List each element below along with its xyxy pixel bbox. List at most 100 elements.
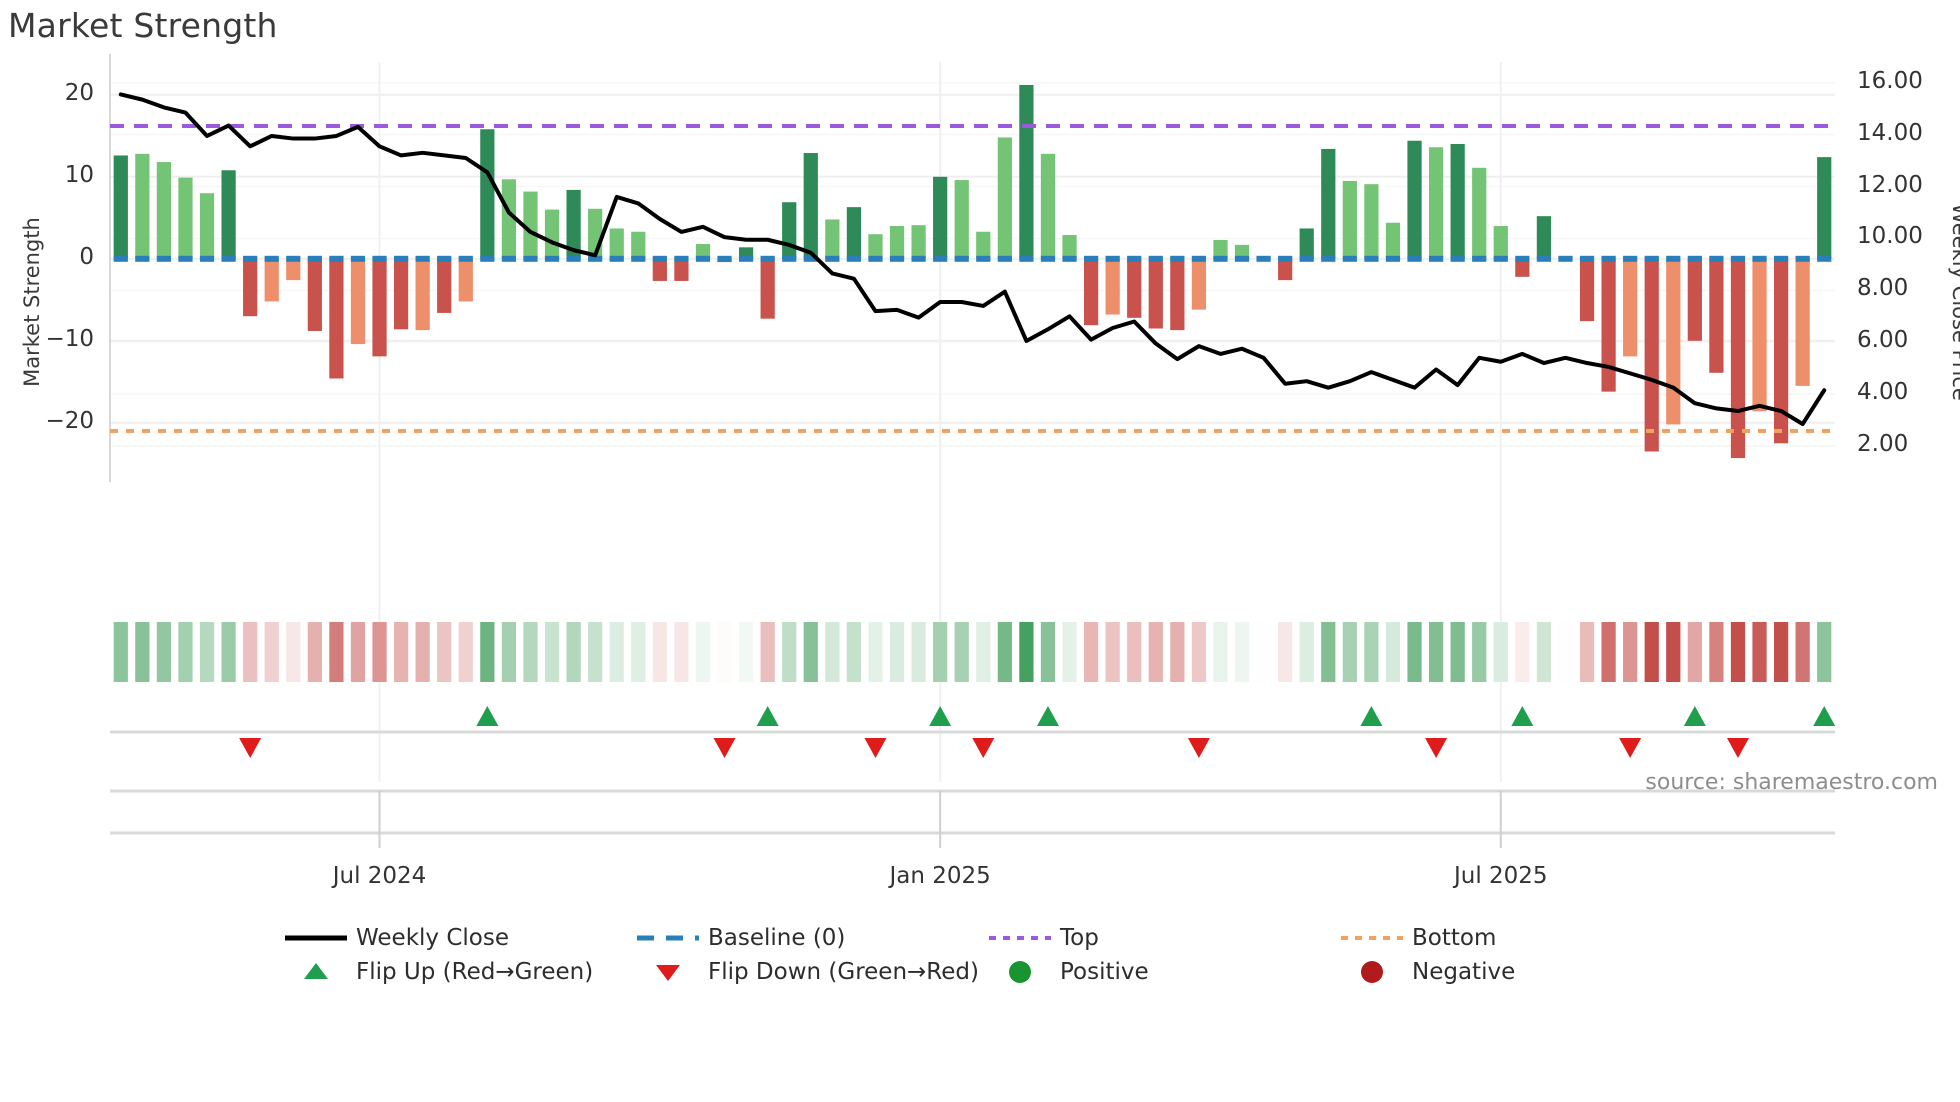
strength-bar[interactable] [1472, 167, 1487, 259]
strength-bar[interactable] [911, 225, 926, 259]
heatmap-cell[interactable] [1083, 622, 1099, 682]
heatmap-cell[interactable] [1191, 622, 1207, 682]
heatmap-cell[interactable] [350, 622, 366, 682]
heatmap-cell[interactable] [1385, 622, 1401, 682]
heatmap-cell[interactable] [976, 622, 991, 682]
strength-bar[interactable] [544, 209, 560, 259]
strength-bar[interactable] [372, 258, 387, 357]
heatmap-cell[interactable] [738, 622, 754, 682]
heatmap-cell[interactable] [437, 622, 452, 682]
heatmap-cell[interactable] [1644, 622, 1659, 682]
strength-bar[interactable] [243, 258, 258, 317]
strength-bar[interactable] [695, 244, 711, 259]
heatmap-cell[interactable] [458, 622, 473, 682]
heatmap-cell[interactable] [760, 622, 775, 682]
heatmap-cell[interactable] [1558, 622, 1573, 682]
strength-bar[interactable] [307, 258, 322, 331]
heatmap-cell[interactable] [1817, 622, 1832, 682]
strength-bar[interactable] [1730, 258, 1746, 459]
flip-up-marker[interactable] [1360, 706, 1383, 726]
heatmap-cell[interactable] [695, 622, 711, 682]
heatmap-cell[interactable] [1428, 622, 1444, 682]
flip-down-marker[interactable] [1425, 738, 1448, 758]
heatmap-cell[interactable] [1515, 622, 1530, 682]
flip-up-marker[interactable] [1036, 706, 1059, 726]
strength-bar[interactable] [178, 177, 193, 259]
heatmap-cell[interactable] [1321, 622, 1336, 682]
legend-item[interactable]: Flip Up (Red→Green) [276, 959, 628, 985]
strength-bar[interactable] [846, 207, 862, 259]
strength-bar[interactable] [1321, 148, 1336, 259]
heatmap-cell[interactable] [1493, 622, 1508, 682]
flip-down-marker[interactable] [713, 738, 736, 758]
heatmap-cell[interactable] [372, 622, 387, 682]
heatmap-cell[interactable] [933, 622, 948, 682]
heatmap-cell[interactable] [1148, 622, 1163, 682]
strength-bar[interactable] [954, 180, 969, 259]
flip-down-marker[interactable] [239, 738, 262, 758]
strength-bar[interactable] [1579, 258, 1595, 322]
strength-bar[interactable] [1127, 258, 1142, 318]
flip-down-marker[interactable] [1187, 738, 1210, 758]
heatmap-cell[interactable] [221, 622, 236, 682]
strength-bar[interactable] [631, 231, 646, 259]
heatmap-cell[interactable] [1407, 622, 1422, 682]
strength-bar[interactable] [437, 258, 452, 313]
strength-bar[interactable] [113, 155, 128, 259]
strength-bar[interactable] [1407, 140, 1422, 259]
legend-item[interactable]: Negative [1332, 959, 1684, 985]
heatmap-cell[interactable] [954, 622, 969, 682]
heatmap-cell[interactable] [286, 622, 301, 682]
strength-bar[interactable] [1040, 153, 1056, 259]
flip-down-marker[interactable] [1619, 738, 1642, 758]
strength-bar[interactable] [264, 258, 279, 302]
flip-up-marker[interactable] [1813, 706, 1836, 726]
flip-down-marker[interactable] [1726, 738, 1749, 758]
heatmap-cell[interactable] [113, 622, 128, 682]
strength-bar[interactable] [889, 226, 905, 259]
heatmap-cell[interactable] [889, 622, 905, 682]
heatmap-cell[interactable] [264, 622, 279, 682]
strength-bar[interactable] [1666, 258, 1681, 425]
strength-bar[interactable] [221, 170, 236, 259]
heatmap-cell[interactable] [307, 622, 322, 682]
flip-up-marker[interactable] [756, 706, 779, 726]
heatmap-cell[interactable] [243, 622, 258, 682]
heatmap-cell[interactable] [803, 622, 818, 682]
strength-bar[interactable] [997, 137, 1012, 259]
heatmap-cell[interactable] [1127, 622, 1142, 682]
flip-down-marker[interactable] [972, 738, 995, 758]
strength-bar[interactable] [135, 153, 150, 259]
strength-bar[interactable] [674, 258, 689, 281]
strength-bar[interactable] [652, 258, 667, 281]
heatmap-cell[interactable] [178, 622, 193, 682]
heatmap-cell[interactable] [1170, 622, 1185, 682]
heatmap-cell[interactable] [1234, 622, 1250, 682]
heatmap-cell[interactable] [1299, 622, 1314, 682]
heatmap-cell[interactable] [652, 622, 667, 682]
strength-bar[interactable] [199, 193, 215, 259]
strength-bar[interactable] [1601, 258, 1616, 392]
heatmap-cell[interactable] [393, 622, 409, 682]
strength-bar[interactable] [458, 258, 473, 302]
strength-bar[interactable] [1795, 258, 1810, 386]
strength-bar[interactable] [1342, 180, 1357, 259]
heatmap-cell[interactable] [1342, 622, 1357, 682]
strength-bar[interactable] [1450, 144, 1465, 259]
heatmap-cell[interactable] [609, 622, 624, 682]
strength-bar[interactable] [1623, 258, 1638, 357]
strength-bar[interactable] [1278, 258, 1293, 281]
legend-item[interactable]: Baseline (0) [628, 925, 980, 951]
strength-bar[interactable] [480, 129, 495, 259]
strength-bar[interactable] [1709, 258, 1724, 373]
strength-bar[interactable] [1083, 258, 1099, 326]
strength-bar[interactable] [566, 189, 581, 259]
flip-up-marker[interactable] [1683, 706, 1706, 726]
strength-bar[interactable] [1170, 258, 1185, 331]
strength-bar[interactable] [286, 258, 301, 281]
strength-bar[interactable] [1493, 226, 1508, 259]
strength-bar[interactable] [1062, 235, 1077, 259]
heatmap-cell[interactable] [1105, 622, 1120, 682]
strength-bar[interactable] [1644, 258, 1659, 452]
heatmap-cell[interactable] [1536, 622, 1552, 682]
